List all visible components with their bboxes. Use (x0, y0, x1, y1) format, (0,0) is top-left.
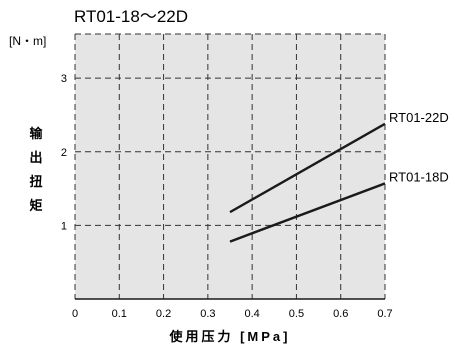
series-lines (229, 122, 386, 243)
x-tick-label: 0.2 (156, 308, 171, 320)
y-axis-unit: [N・m] (9, 34, 46, 48)
plot-area (75, 34, 385, 299)
y-axis-label-char: 出 (29, 150, 42, 165)
x-tick-label: 0.6 (333, 308, 348, 320)
x-tick-label: 0.5 (289, 308, 304, 320)
y-axis-label-char: 矩 (28, 198, 42, 213)
y-tick-label: 3 (61, 73, 67, 85)
x-tick-label: 0.3 (200, 308, 215, 320)
x-tick-label: 0 (72, 308, 78, 320)
series-line-rt01-22d (229, 122, 386, 214)
series-label: RT01-22D (389, 110, 449, 125)
x-tick-label: 0.7 (377, 308, 392, 320)
series-labels: RT01-22D RT01-18D (389, 110, 449, 185)
chart-title: RT01-18～22D (74, 7, 188, 26)
series-label: RT01-18D (389, 169, 449, 184)
series-line-rt01-18d (229, 182, 386, 243)
y-axis-label-char: 输 (29, 126, 43, 141)
y-tick-label: 1 (61, 220, 67, 232)
x-tick-label: 0.4 (244, 308, 259, 320)
x-axis-label: 使用压力 [MPa] (168, 329, 290, 344)
x-tick-label: 0.1 (112, 308, 127, 320)
x-tick-labels: 0 0.1 0.2 0.3 0.4 0.5 0.6 0.7 (72, 308, 393, 320)
grid-lines (74, 33, 386, 300)
y-tick-label: 2 (61, 147, 67, 159)
y-tick-labels: 1 2 3 (61, 73, 67, 232)
y-axis-label-char: 扭 (29, 174, 42, 189)
